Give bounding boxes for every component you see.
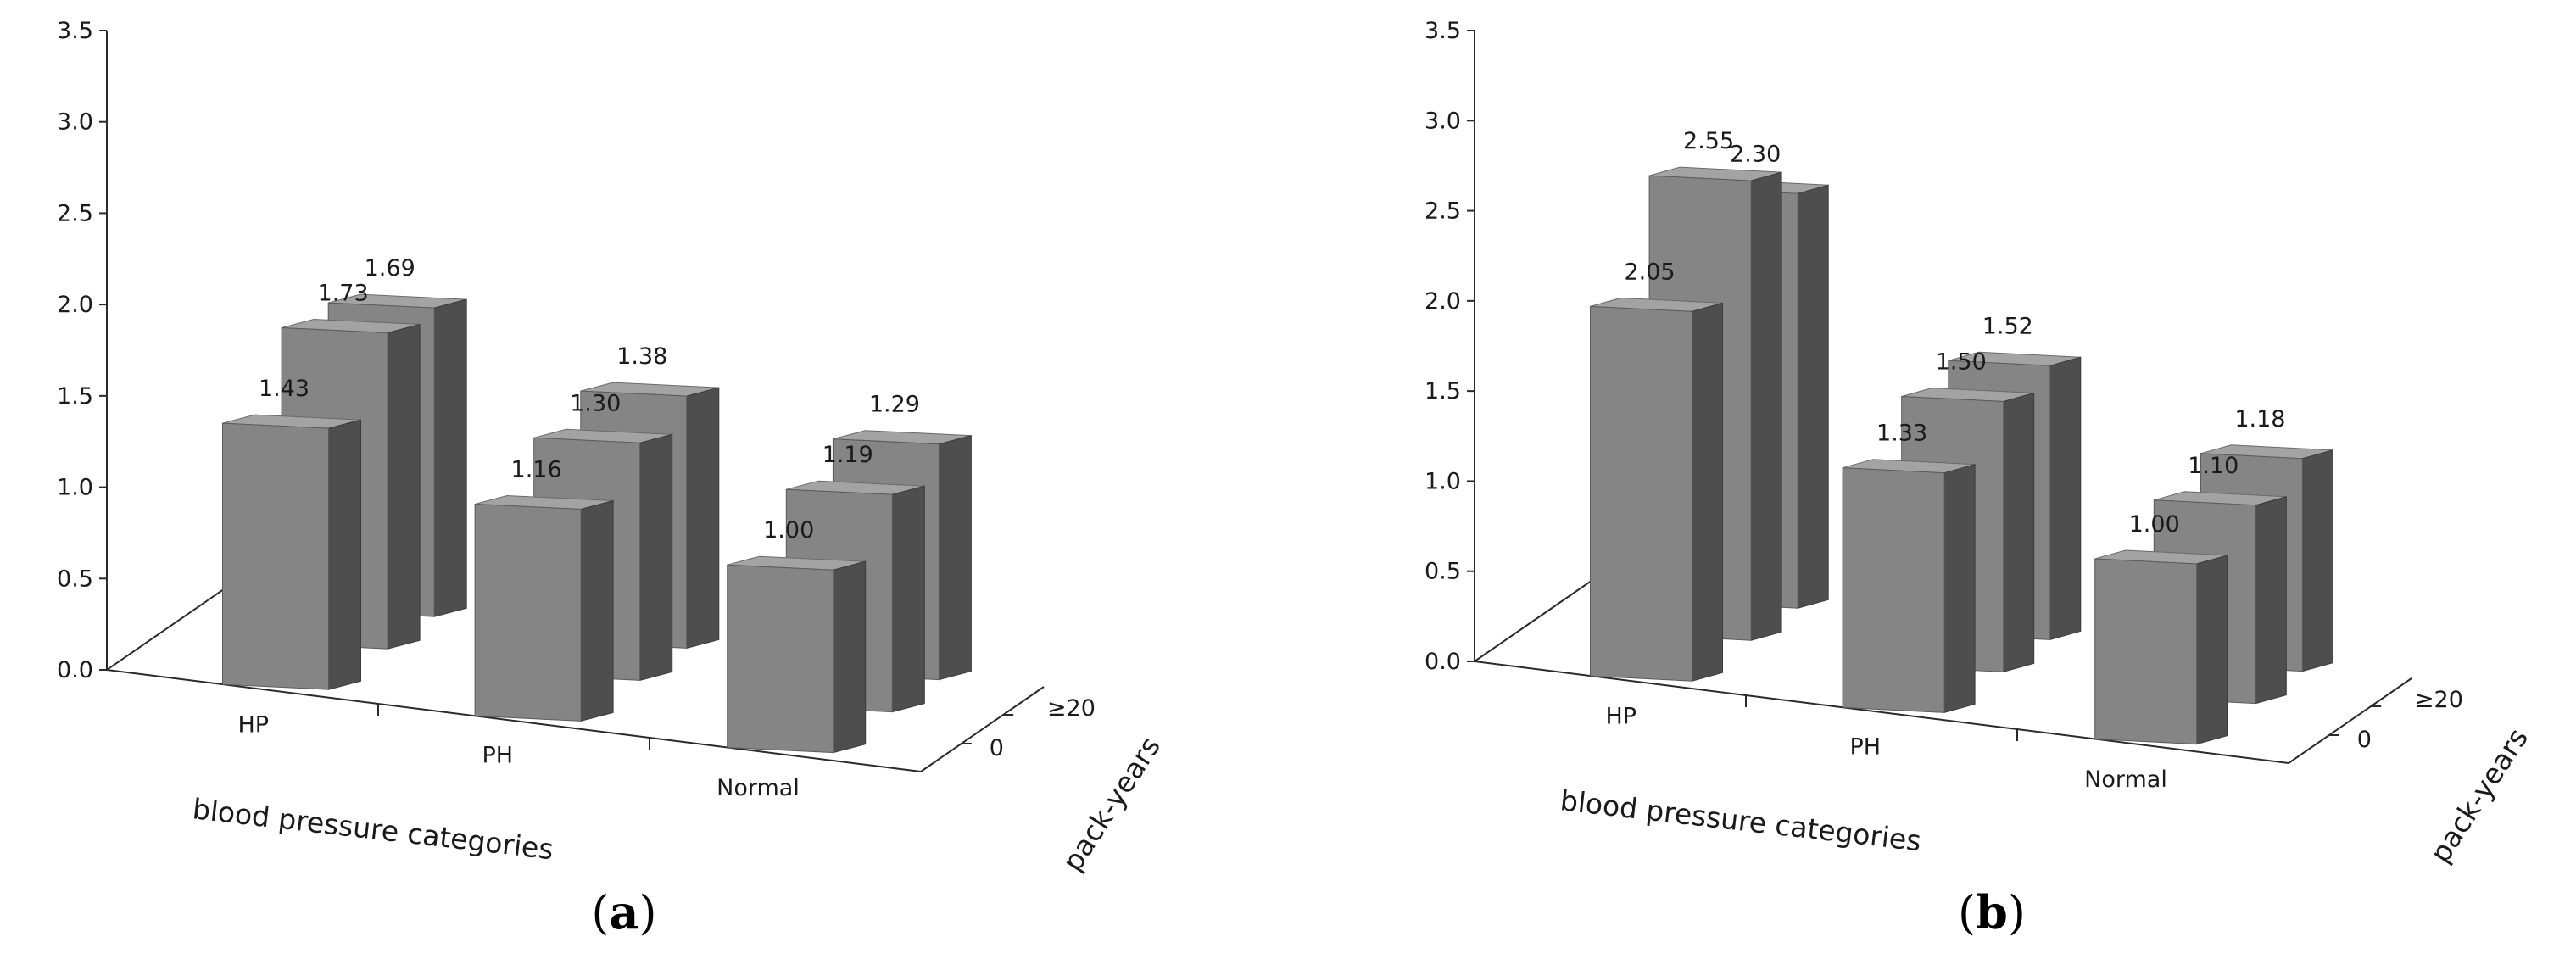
panel-caption: (b) [1958,885,2026,939]
bar-side-face [1692,302,1723,682]
x-axis-line [1474,661,2289,764]
bar-normal-series-1 [727,555,867,754]
bar-front-face [222,422,329,690]
y-tick-label: 2.5 [57,200,93,226]
x-axis-title: blood pressure categories [191,792,555,866]
x-category-label: Normal [716,775,800,801]
chart-panel-b: 0.0 0.5 1.0 1.5 2.0 2.5 3.0 3.5 2.30 1.52 1.18 2.55… [1425,18,2534,939]
data-label: 1.73 [318,281,369,307]
bar-side-face [2196,555,2228,745]
bar-hp-series-1 [222,414,361,690]
x-category-label: HP [1606,704,1637,730]
y-tick-label: 1.0 [57,475,93,501]
bar-front-face [474,503,582,722]
y-tick-label: 0.5 [57,566,93,592]
bar-ph-series-1 [474,494,614,722]
data-label: 1.10 [2188,453,2239,479]
data-label: 2.05 [1624,259,1675,285]
depth-axis-title: pack-years [1056,731,1167,878]
bar-side-face [833,560,867,754]
y-tick-label: 3.5 [1425,18,1461,44]
y-tick-label: 3.5 [57,18,93,44]
data-label: 1.52 [1982,313,2033,339]
depth-axis-line [2288,677,2412,764]
depth-axis-title: pack-years [2423,722,2534,869]
data-label: 1.00 [2129,511,2180,538]
y-tick-label: 2.0 [57,292,93,318]
bar-side-face [433,298,467,617]
bar-side-face [580,499,614,722]
x-axis-line [106,669,922,772]
bar-front-face [2094,558,2198,745]
y-tick-label: 1.0 [1425,468,1461,494]
data-label: 1.29 [869,392,920,418]
y-tick-label: 0.0 [1425,649,1461,675]
data-label: 1.00 [763,517,814,544]
data-label: 1.33 [1876,421,1927,447]
bar-side-face [1943,464,1976,714]
bar-side-face [1750,171,1782,641]
x-category-label: Normal [2084,767,2167,793]
bar-side-face [938,435,972,681]
y-tick-label: 0.0 [57,657,93,683]
data-label: 2.55 [1683,128,1734,154]
data-label: 1.38 [616,343,667,370]
data-label: 1.43 [259,376,309,402]
chart-panel-a: 0.0 0.5 1.0 1.5 2.0 2.5 3.0 3.5 1.69 1.38 1.29 1.73… [57,18,1167,939]
depth-tick-label: 0 [990,735,1004,761]
depth-axis-line [920,686,1045,772]
bar-side-face [328,419,361,690]
data-label: 1.69 [365,255,415,282]
data-label: 1.30 [570,390,621,416]
y-tick-label: 1.5 [1425,378,1461,404]
y-tick-label: 3.0 [1425,108,1461,134]
bar-front-face [1842,467,1945,713]
bar-side-face [1797,184,1829,609]
bar-front-face [1590,305,1692,682]
x-category-label: HP [238,712,270,739]
data-label: 1.16 [511,457,562,483]
y-tick-label: 2.5 [1425,198,1461,225]
y-tick-label: 2.0 [1425,288,1461,315]
bar-front-face [727,564,834,754]
floor-left-edge [1474,576,1598,662]
depth-tick-label: ≥20 [1047,695,1096,722]
bar-side-face [686,387,720,650]
bar-normal-series-1 [2094,549,2228,745]
y-tick-label: 0.5 [1425,559,1461,585]
bar-side-face [2255,496,2287,705]
bar-side-face [639,433,673,682]
y-tick-label: 1.5 [57,383,93,410]
data-label: 1.50 [1936,349,1987,376]
depth-tick-label: 0 [2357,727,2372,753]
panel-caption: (a) [591,885,656,939]
bar-side-face [2301,449,2333,672]
data-label: 2.30 [1730,141,1781,167]
y-tick-label: 3.0 [57,109,93,136]
bar-side-face [891,485,925,713]
data-label: 1.18 [2234,406,2285,432]
x-axis-title: blood pressure categories [1558,783,1923,857]
x-category-label: PH [482,743,514,769]
bar-side-face [2003,392,2035,673]
bar-ph-series-1 [1842,459,1976,714]
depth-tick-label: ≥20 [2415,687,2463,713]
data-label: 1.19 [822,442,873,468]
bar-side-face [387,323,421,650]
x-category-label: PH [1850,734,1882,761]
bar-side-face [2049,356,2082,641]
bar-hp-series-1 [1590,297,1723,682]
floor-left-edge [106,584,231,671]
